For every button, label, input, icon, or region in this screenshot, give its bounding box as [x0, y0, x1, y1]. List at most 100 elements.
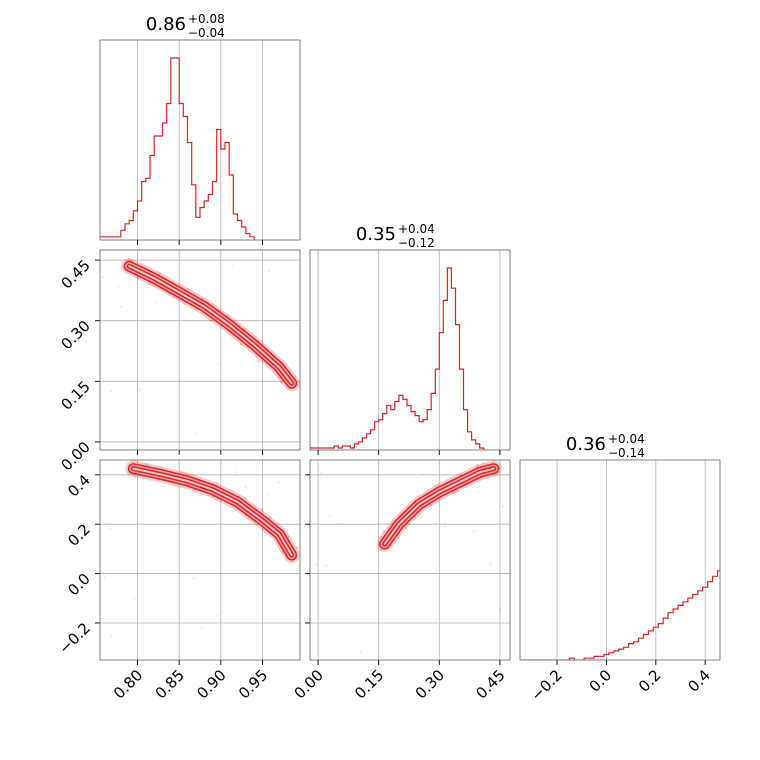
sample-point — [280, 380, 284, 383]
contour-inner — [383, 467, 495, 545]
x-tick-label: −0.2 — [527, 666, 565, 704]
sample-point — [154, 301, 157, 304]
sample-point — [234, 470, 237, 474]
sample-point — [269, 517, 272, 520]
density-layer — [101, 258, 300, 435]
sample-point — [209, 319, 213, 323]
x-tick-label: 0.30 — [412, 666, 448, 702]
scatter-panel-1-2 — [99, 249, 301, 451]
y-tick-label: 0.4 — [64, 471, 94, 501]
sample-point — [337, 522, 340, 525]
contour-inner — [132, 467, 293, 557]
hist-title-plus-3: +0.04 — [608, 432, 645, 446]
scatter-panel-2-3 — [309, 459, 511, 661]
sample-point — [243, 496, 246, 500]
y-tick-label: 0.15 — [57, 377, 93, 413]
panel-frame — [99, 249, 301, 451]
sample-point — [180, 470, 183, 474]
sample-point — [277, 375, 280, 379]
sample-point — [262, 379, 266, 382]
hist-title-2: 0.35 — [356, 224, 396, 245]
sample-point — [104, 576, 107, 579]
y-tick-label: 0.2 — [64, 520, 94, 550]
sample-point — [429, 504, 433, 507]
sample-point — [101, 523, 104, 526]
sample-point — [397, 536, 400, 540]
sample-point — [314, 563, 317, 566]
sample-point — [404, 526, 408, 529]
sample-point — [217, 362, 220, 365]
hist-panel-3: 0.36 +0.04−0.14 — [519, 432, 721, 661]
sample-point — [501, 505, 504, 508]
sample-point — [145, 463, 149, 467]
sample-point — [216, 481, 219, 485]
histogram-step-3 — [520, 570, 720, 660]
sample-point — [158, 271, 162, 275]
sample-point — [267, 494, 270, 497]
hist-title-minus-2: −0.12 — [398, 236, 435, 250]
sample-point — [472, 530, 476, 533]
x-tick-label: 0.90 — [193, 666, 229, 702]
sample-point — [382, 530, 386, 533]
sample-point — [108, 527, 111, 530]
y-tick-label: 0.45 — [57, 256, 93, 292]
x-tick-label: 0.85 — [152, 666, 188, 702]
sample-point — [231, 264, 234, 267]
density-layer — [101, 460, 300, 638]
sample-point — [138, 388, 141, 391]
sample-point — [267, 269, 270, 273]
sample-point — [325, 564, 328, 567]
sample-point — [101, 276, 104, 279]
y-tick-label: 0.00 — [57, 438, 93, 474]
density-halo — [125, 460, 300, 564]
x-tick-label: 0.15 — [351, 666, 387, 702]
hist-title-minus-3: −0.14 — [608, 446, 645, 460]
histogram-step-1 — [100, 57, 255, 240]
panel-frame — [309, 459, 511, 661]
hist-title-1: 0.86 — [146, 14, 186, 35]
panel-frame — [309, 249, 511, 451]
sample-point — [278, 377, 282, 381]
hist-panel-1: 0.86 +0.08−0.04 — [99, 12, 301, 241]
y-tick-label: 0.0 — [64, 570, 94, 600]
histogram-step-2 — [310, 267, 485, 450]
sample-point — [359, 650, 362, 653]
sample-point — [148, 282, 151, 286]
hist-title-3: 0.36 — [566, 434, 606, 455]
x-tick-label: 0.4 — [684, 666, 714, 696]
contour-inner — [128, 265, 293, 385]
hist-title-plus-2: +0.04 — [398, 222, 435, 236]
hist-title-plus-1: +0.08 — [188, 12, 225, 26]
panel-frame — [99, 39, 301, 241]
sample-point — [456, 489, 459, 492]
sample-point — [117, 285, 120, 288]
hist-panel-2: 0.35 +0.04−0.12 — [309, 222, 511, 451]
sample-point — [195, 432, 198, 435]
x-tick-label: 0.80 — [110, 666, 146, 702]
sample-point — [133, 474, 137, 478]
sample-point — [320, 472, 323, 475]
x-tick-label: 0.2 — [635, 666, 665, 696]
sample-point — [200, 627, 203, 630]
sample-point — [109, 389, 112, 392]
sample-point — [453, 490, 457, 494]
x-tick-label: 0.95 — [235, 666, 271, 702]
sample-point — [444, 524, 447, 527]
sample-point — [476, 463, 479, 467]
panel-frame — [99, 459, 301, 661]
sample-point — [481, 462, 485, 465]
panel-frame — [519, 459, 721, 661]
sample-point — [172, 296, 175, 299]
sample-point — [215, 614, 218, 617]
sample-point — [451, 491, 455, 495]
x-tick-label: 0.0 — [586, 666, 616, 696]
sample-point — [120, 305, 123, 308]
sample-point — [133, 597, 136, 600]
sample-point — [433, 484, 437, 487]
density-layer — [314, 460, 504, 653]
hist-title-minus-1: −0.04 — [188, 26, 225, 40]
sample-point — [498, 608, 502, 611]
sample-point — [416, 476, 420, 479]
